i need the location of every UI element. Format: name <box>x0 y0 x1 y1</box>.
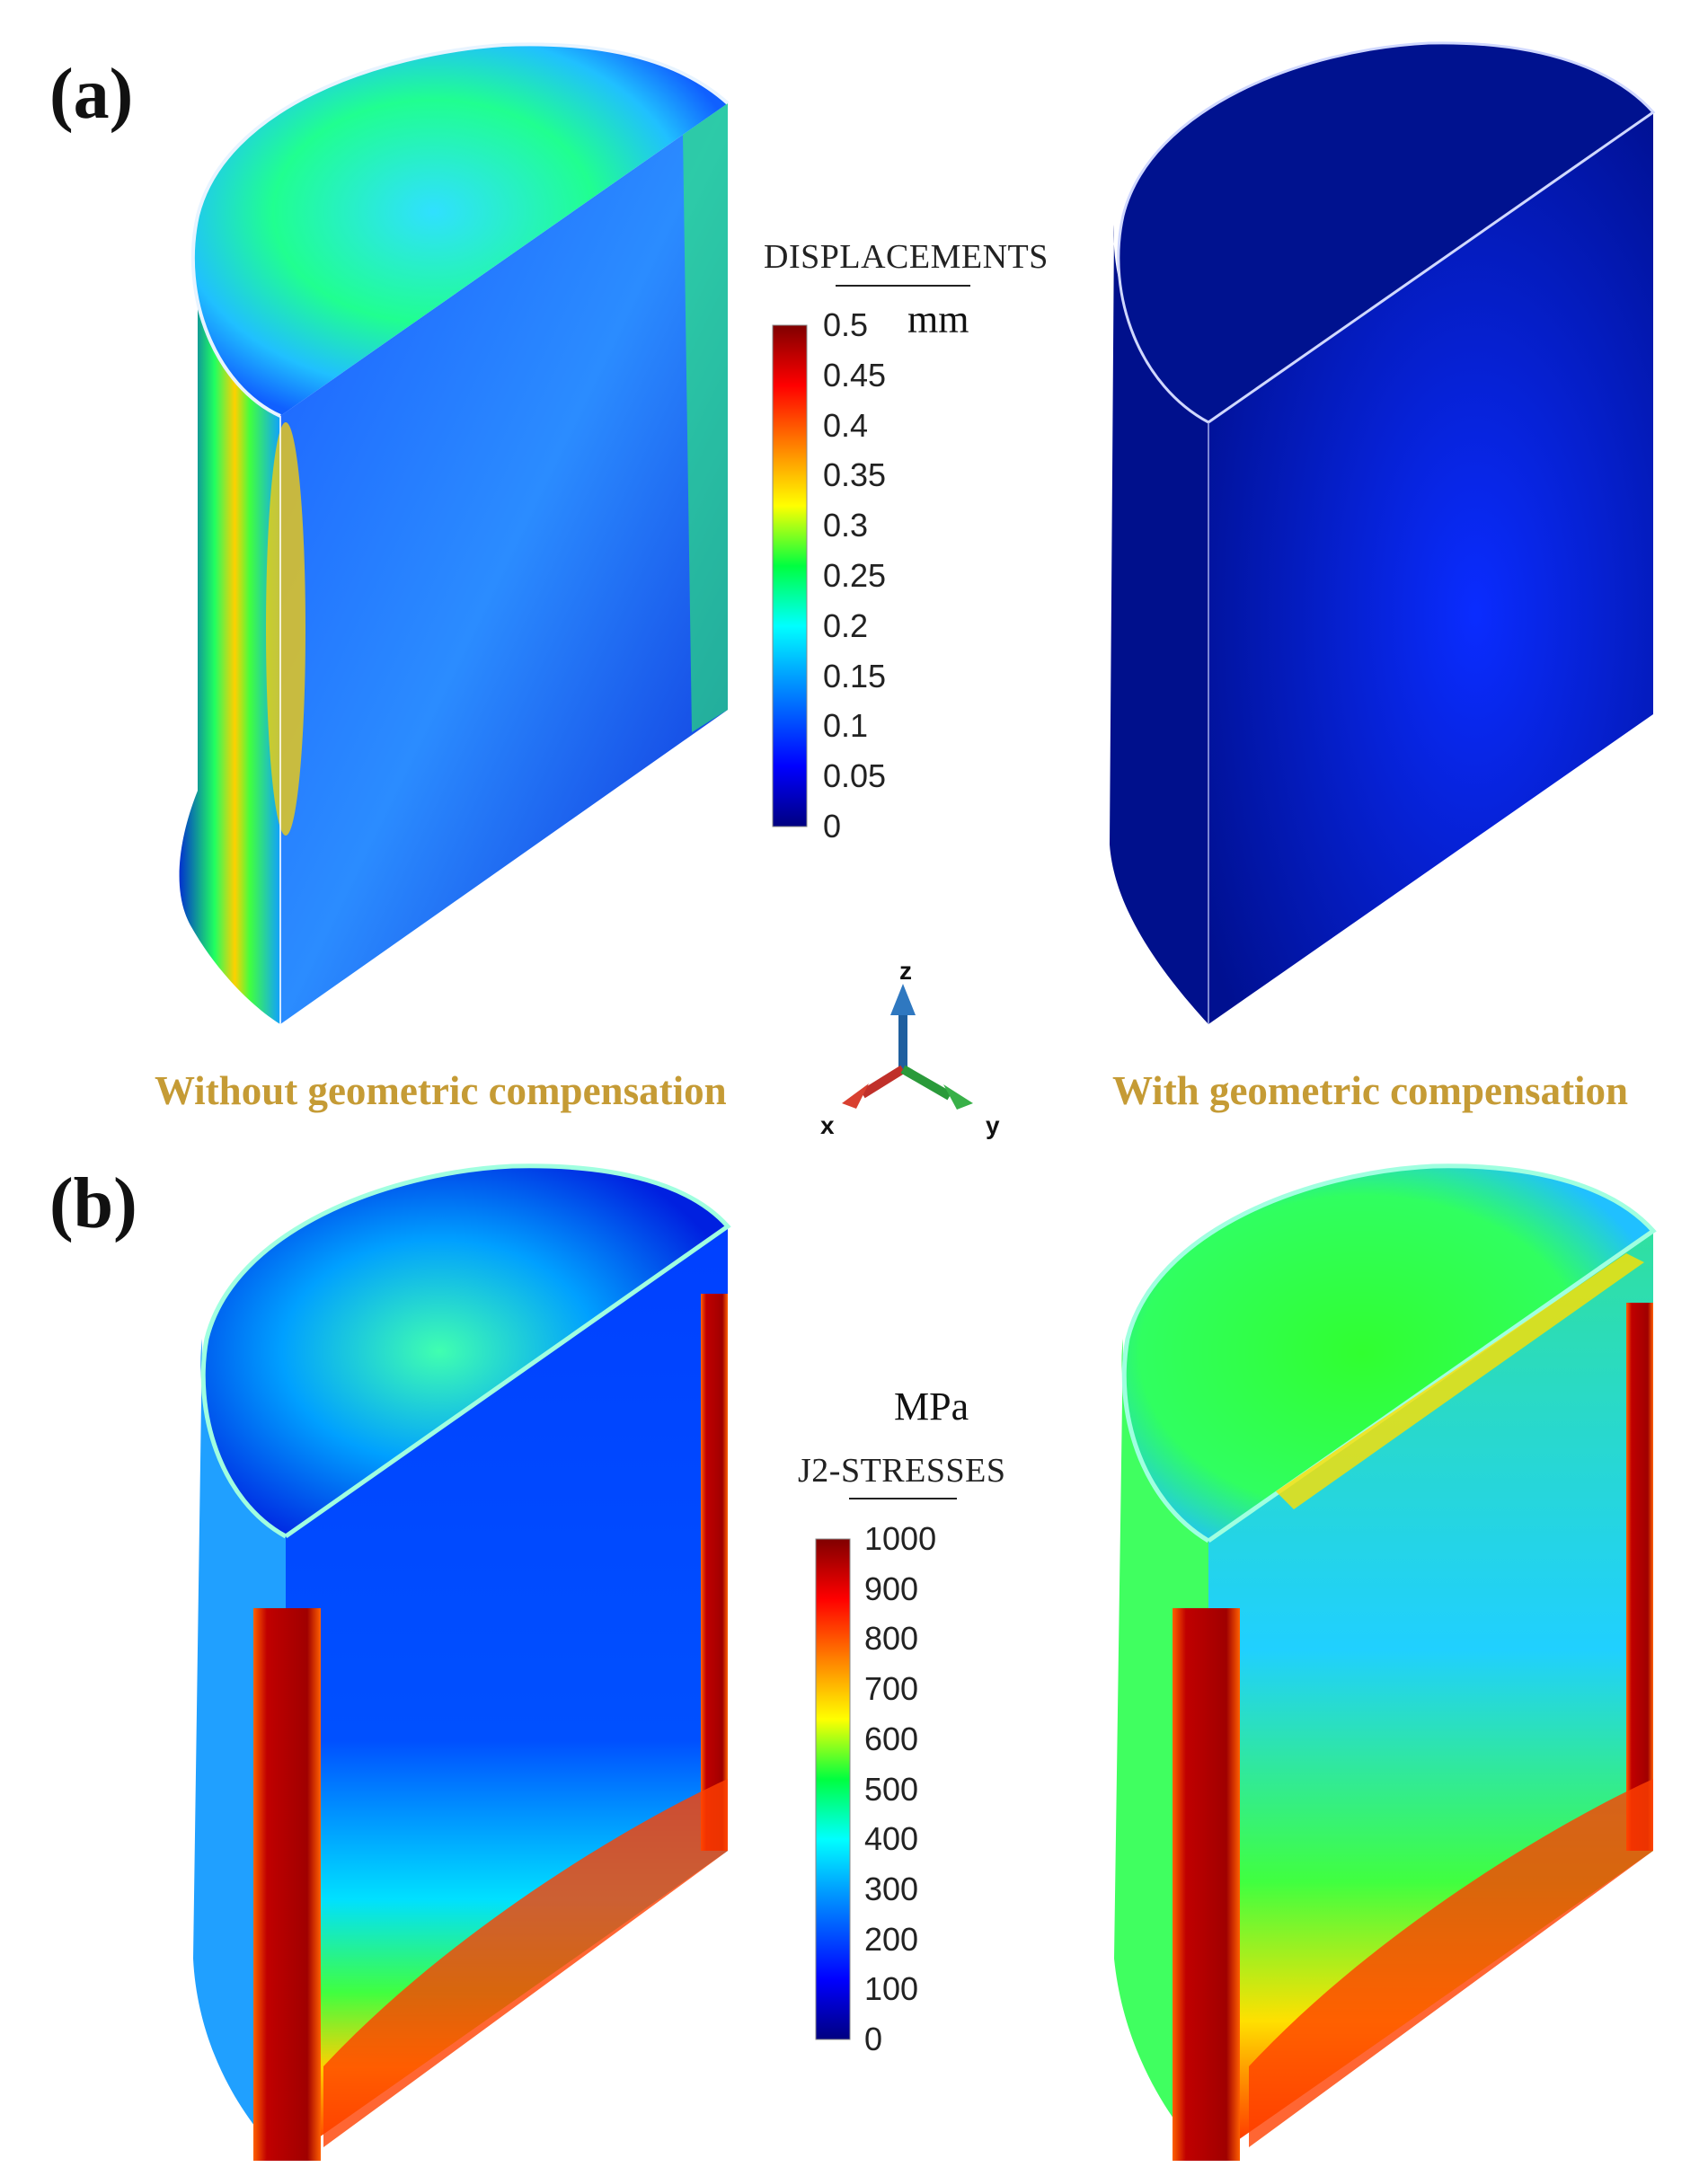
hot-bottom <box>323 1779 728 2147</box>
top-rim <box>200 1163 731 1539</box>
caption-without-compensation: Without geometric compensation <box>155 1068 727 1113</box>
top-rim <box>190 42 730 418</box>
displacement-model-without-compensation <box>179 42 730 1024</box>
red-strip-left <box>253 1608 321 2161</box>
colorbar-tick-label: 1000 <box>864 1520 937 1557</box>
cylinder-top <box>1124 1165 1653 1541</box>
colorbar-tick-label: 0.45 <box>823 356 887 394</box>
colorbar-tick-label: 0.1 <box>823 707 869 745</box>
flat-face <box>1208 112 1653 1024</box>
top-rim <box>1121 1163 1657 1544</box>
right-edge-gradient <box>683 103 728 732</box>
panel-label-a: (a) <box>49 55 134 134</box>
colorbar-tick-label: 600 <box>864 1720 919 1757</box>
stress-legend-unit: MPa <box>894 1384 969 1429</box>
colorbar-tick-label: 500 <box>864 1770 919 1808</box>
red-strip-right <box>701 1294 728 1851</box>
yellow-band <box>1276 1253 1644 1509</box>
colorbar-tick-label: 400 <box>864 1820 919 1858</box>
cylinder-top <box>203 1165 728 1536</box>
axis-z-label: z <box>899 957 912 985</box>
displacement-model-with-compensation <box>1110 41 1656 1024</box>
colorbar-tick-label: 800 <box>864 1620 919 1658</box>
colorbar-tick-label: 100 <box>864 1970 919 2008</box>
panel-label-b: (b) <box>49 1164 137 1243</box>
caption-with-compensation: With geometric compensation <box>1112 1068 1629 1113</box>
curved-face <box>1110 225 1208 1024</box>
colorbar-tick-label: 0 <box>864 2021 883 2057</box>
colorbar-tick-label: 0.2 <box>823 606 869 644</box>
colorbar-tick-label: 0.05 <box>823 757 887 795</box>
displacement-legend-title: DISPLACEMENTS <box>764 238 1049 276</box>
flat-face <box>280 103 728 1024</box>
stress-colorbar <box>815 1538 851 2040</box>
colorbar-tick-label: 0 <box>823 808 842 845</box>
axis-x-label: x <box>820 1111 835 1139</box>
displacement-colorbar <box>772 324 808 827</box>
cylinder-top <box>192 44 728 417</box>
colorbar-tick-label: 0.15 <box>823 657 887 694</box>
stress-model-without-compensation <box>193 1163 731 2161</box>
stress-model-with-compensation <box>1114 1163 1657 2161</box>
colorbar-tick-label: 700 <box>864 1670 919 1708</box>
colorbar-tick-label: 0.35 <box>823 456 887 494</box>
colorbar-tick-label: 0.25 <box>823 557 887 594</box>
hot-streak <box>266 422 305 836</box>
colorbar-tick-label: 200 <box>864 1920 919 1958</box>
colorbar-tick-label: 0.3 <box>823 507 869 544</box>
colorbar-tick-label: 900 <box>864 1570 919 1607</box>
hot-bottom <box>1249 1779 1653 2147</box>
top-rim <box>1117 41 1656 424</box>
displacement-legend-unit: mm <box>907 297 969 341</box>
stress-legend-title: J2-STRESSES <box>798 1452 1006 1490</box>
colorbar-tick-label: 0.4 <box>823 406 869 444</box>
cylinder-top <box>1118 42 1653 422</box>
axis-triad: z x y <box>820 957 1000 1139</box>
red-strip-right <box>1626 1303 1653 1851</box>
curved-face <box>179 225 280 1024</box>
red-strip-left <box>1173 1608 1240 2161</box>
axis-y-label: y <box>986 1111 1000 1139</box>
colorbar-tick-label: 300 <box>864 1870 919 1907</box>
colorbar-tick-label: 0.5 <box>823 306 869 343</box>
